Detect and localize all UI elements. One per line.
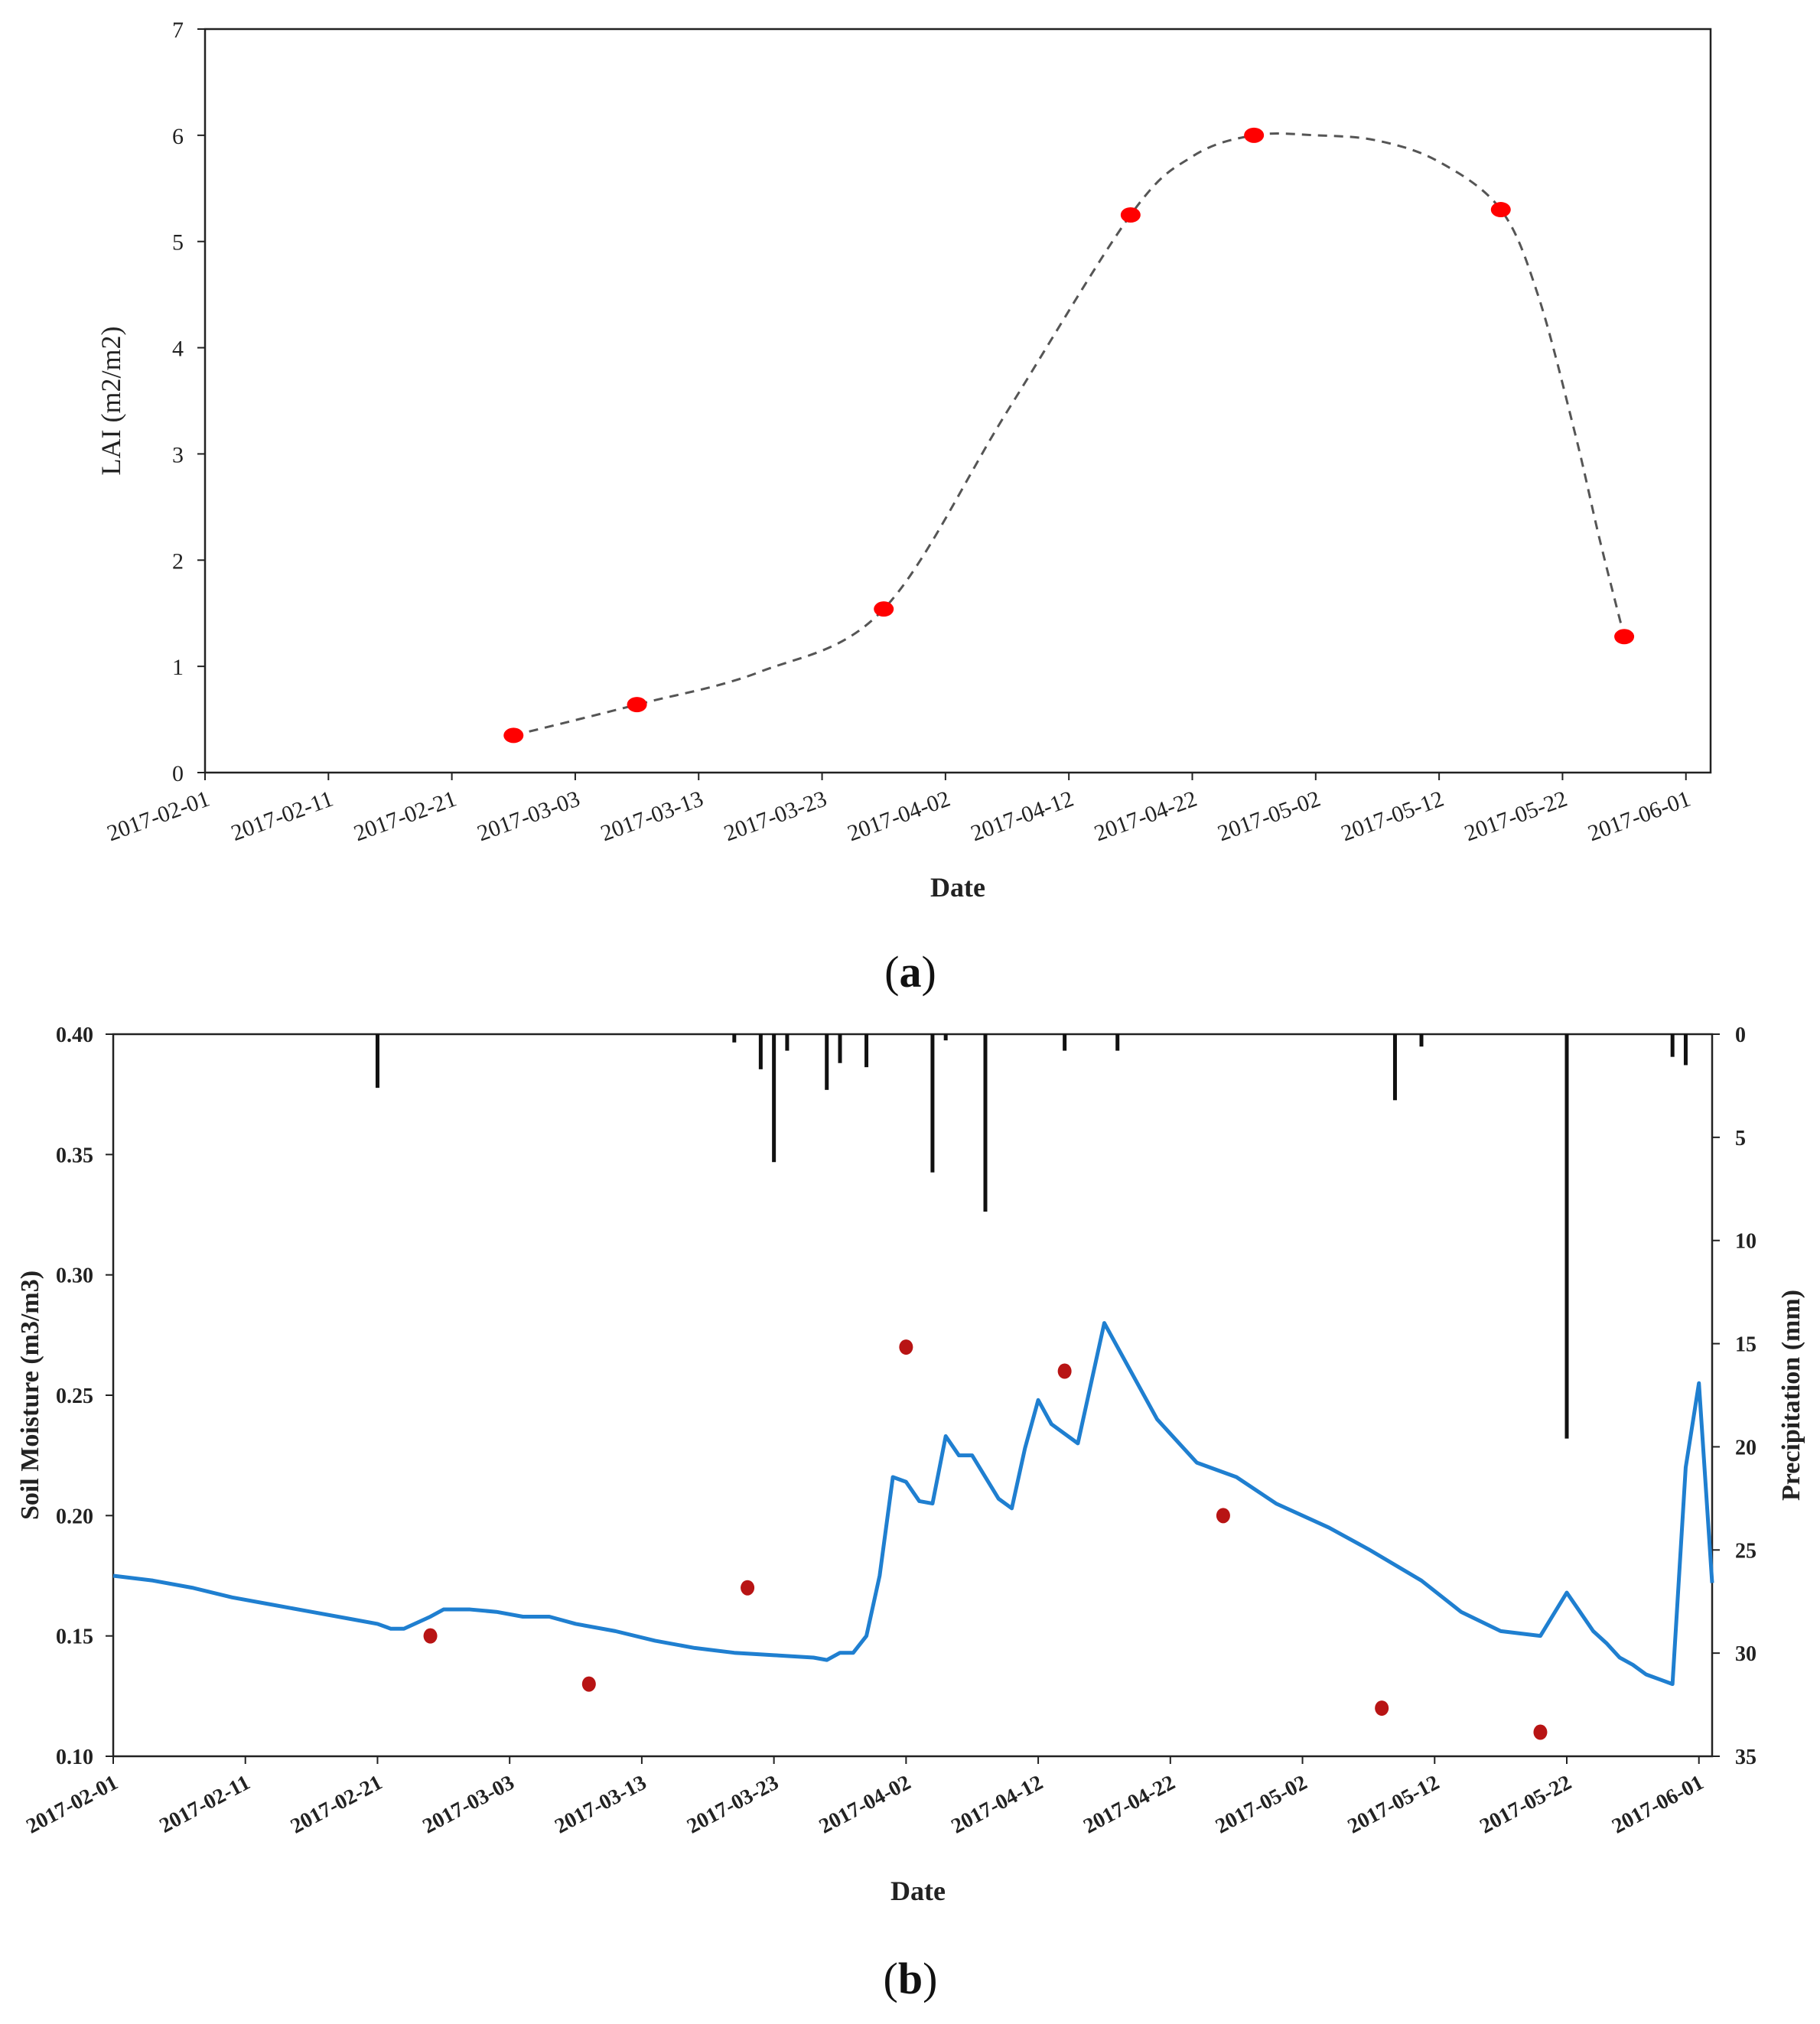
precipitation-bar	[1564, 1034, 1569, 1439]
lai-observed-point	[1614, 629, 1635, 645]
observed-soil-moisture-point	[1375, 1700, 1389, 1716]
observed-soil-moisture-point	[741, 1580, 755, 1596]
precipitation-bar	[772, 1034, 777, 1163]
precipitation-bar	[375, 1034, 379, 1088]
panel-a-y-tick-label: 1	[172, 655, 184, 680]
panel-a-plot-frame	[203, 28, 1712, 774]
precipitation-bar	[838, 1034, 842, 1063]
observed-soil-moisture-point	[423, 1628, 438, 1644]
panel-b-right-tick-label: 5	[1735, 1127, 1746, 1150]
panel-b-right-tick-label: 10	[1735, 1230, 1757, 1254]
lai-observed-point	[1244, 127, 1265, 143]
lai-observed-point	[503, 727, 524, 744]
precipitation-bar	[758, 1034, 763, 1069]
panel-b-right-tick-label: 25	[1735, 1539, 1757, 1563]
panel-b-y-tick-label: 0.15	[56, 1625, 93, 1649]
observed-soil-moisture-point	[1216, 1508, 1230, 1524]
precipitation-bar	[943, 1034, 948, 1041]
panel-b-label-letter: b	[898, 1954, 923, 2003]
panel-b-y-tick-label: 0.25	[56, 1385, 93, 1408]
panel-a-y-axis-title: LAI (m2/m2)	[96, 327, 126, 476]
panel-b-y-tick-label: 0.20	[56, 1505, 93, 1528]
precipitation-bar	[1115, 1034, 1120, 1051]
precipitation-bar	[983, 1034, 988, 1212]
precipitation-bar	[825, 1034, 829, 1090]
panel-b-y-axis-title: Soil Moisture (m3/m3)	[16, 1271, 44, 1520]
panel-a-y-tick-label: 5	[172, 230, 184, 255]
panel-b-y-tick-label: 0.30	[56, 1264, 93, 1288]
panel-a-label-letter: a	[900, 947, 922, 997]
panel-a-y-tick-label: 2	[172, 548, 184, 574]
precipitation-bar	[864, 1034, 869, 1068]
panel-a-y-tick-label: 0	[172, 761, 184, 786]
panel-a-y-tick-label: 6	[172, 124, 184, 149]
precipitation-bar	[732, 1034, 737, 1043]
panel-b-x-axis-title: Date	[890, 1876, 946, 1906]
lai-observed-point	[1120, 207, 1141, 223]
panel-b-right-axis-title: Precipitation (mm)	[1777, 1290, 1805, 1501]
panel-a-y-tick-label: 7	[172, 18, 184, 43]
precipitation-bar	[1392, 1034, 1397, 1101]
panel-a-y-tick-label: 4	[172, 337, 184, 362]
panel-b-right-tick-label: 0	[1735, 1023, 1746, 1047]
lai-observed-point	[874, 601, 894, 617]
precipitation-bar	[1063, 1034, 1067, 1051]
panel-b-y-tick-label: 0.40	[56, 1023, 93, 1047]
lai-observed-point	[1490, 202, 1511, 218]
observed-soil-moisture-point	[1533, 1724, 1548, 1740]
panel-b-y-tick-label: 0.10	[56, 1746, 93, 1769]
panel-a-y-tick-label: 3	[172, 442, 184, 467]
panel-b-right-tick-label: 35	[1735, 1746, 1757, 1769]
panel-a-x-axis-title: Date	[930, 872, 985, 903]
panel-b-right-tick-label: 30	[1735, 1642, 1757, 1666]
observed-soil-moisture-point	[1057, 1363, 1072, 1379]
simulated-soil-moisture-line	[112, 1321, 1714, 1687]
panel-b-right-tick-label: 20	[1735, 1436, 1757, 1459]
lai-observed-point	[627, 697, 647, 713]
panel-b-y-tick-label: 0.35	[56, 1144, 93, 1167]
panel-b-right-tick-label: 15	[1735, 1333, 1757, 1357]
precipitation-bar	[785, 1034, 790, 1051]
precipitation-bar	[1683, 1034, 1688, 1066]
observed-soil-moisture-point	[581, 1676, 596, 1692]
observed-soil-moisture-point	[899, 1339, 913, 1355]
panel-b-label: (b)	[884, 1954, 938, 2003]
panel-a-label: (a)	[884, 947, 936, 997]
precipitation-bar	[930, 1034, 935, 1173]
precipitation-bar	[1419, 1034, 1424, 1047]
precipitation-bar	[1670, 1034, 1675, 1057]
